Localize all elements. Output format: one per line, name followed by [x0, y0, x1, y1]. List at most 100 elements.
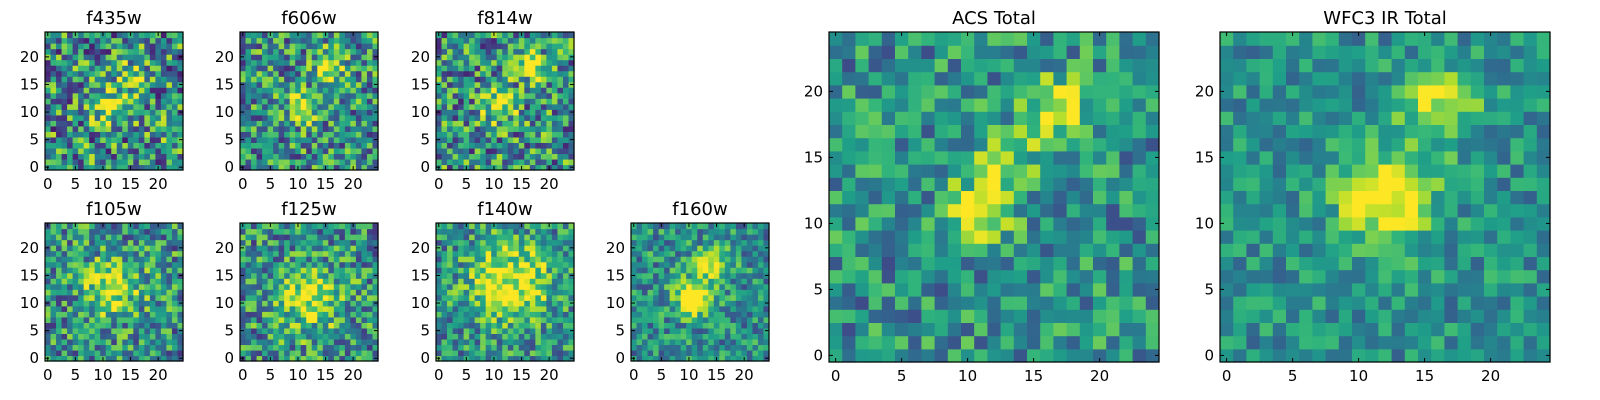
heatmap-cell: [61, 239, 68, 246]
heatmap-cell: [452, 70, 459, 77]
heatmap-cell: [105, 131, 112, 138]
heatmap-cell: [149, 338, 156, 346]
heatmap-cell: [322, 125, 329, 132]
heatmap-cell: [256, 59, 263, 66]
heatmap-cell: [317, 125, 324, 132]
heatmap-cell: [513, 250, 520, 257]
heatmap-cell: [344, 327, 351, 334]
heatmap-cell: [333, 158, 340, 166]
heatmap-cell: [72, 283, 79, 290]
heatmap-cell: [306, 158, 313, 166]
heatmap-cell: [240, 76, 247, 83]
heatmap-cell: [83, 70, 90, 77]
x-tick-label: 10: [93, 175, 112, 193]
heatmap-cell: [441, 228, 448, 235]
heatmap-cell: [513, 278, 520, 285]
heatmap-cell: [551, 289, 559, 296]
heatmap-cell: [149, 37, 156, 44]
heatmap-cell: [361, 92, 368, 99]
heatmap-cell: [78, 70, 85, 77]
heatmap-cell: [366, 344, 374, 351]
heatmap-cell: [111, 294, 118, 301]
heatmap-cell: [61, 256, 68, 263]
heatmap-cell: [56, 344, 63, 351]
heatmap-cell: [267, 54, 274, 61]
heatmap-cell: [669, 355, 676, 362]
heatmap-cell: [518, 131, 525, 138]
heatmap-cell: [1000, 256, 1015, 271]
heatmap-cell: [735, 228, 742, 235]
heatmap-cell: [83, 327, 90, 334]
heatmap-cell: [61, 48, 68, 55]
heatmap-cell: [177, 153, 184, 160]
heatmap-cell: [61, 164, 68, 171]
heatmap-cell: [50, 59, 57, 66]
heatmap-cell: [441, 125, 448, 132]
heatmap-cell: [361, 267, 368, 274]
heatmap-cell: [730, 272, 737, 279]
heatmap-cell: [171, 136, 179, 143]
heatmap-cell: [262, 256, 269, 263]
heatmap-cell: [675, 338, 682, 346]
heatmap-cell: [61, 305, 68, 312]
heatmap-cell: [122, 81, 129, 88]
heatmap-cell: [267, 92, 274, 99]
heatmap-cell: [664, 228, 671, 235]
heatmap-cell: [56, 59, 63, 66]
heatmap-cell: [72, 87, 79, 94]
heatmap-cell: [273, 261, 280, 268]
heatmap-cell: [67, 114, 74, 121]
heatmap-cell: [502, 234, 509, 241]
heatmap-cell: [452, 349, 459, 357]
heatmap-cell: [1053, 335, 1068, 350]
heatmap-cell: [289, 327, 296, 334]
heatmap-cell: [262, 54, 269, 61]
heatmap-cell: [94, 261, 101, 268]
heatmap-cell: [133, 344, 140, 351]
heatmap-cell: [284, 234, 291, 241]
heatmap-cell: [366, 272, 374, 279]
heatmap-cell: [94, 234, 101, 241]
heatmap-cell: [328, 355, 335, 362]
heatmap-cell: [535, 164, 542, 171]
heatmap-cell: [171, 87, 179, 94]
heatmap-cell: [122, 278, 129, 285]
heatmap-cell: [961, 230, 975, 244]
heatmap-cell: [441, 158, 448, 166]
heatmap-cell: [746, 294, 754, 301]
heatmap-cell: [160, 164, 168, 171]
heatmap-cell: [752, 272, 759, 279]
heatmap-cell: [1106, 296, 1120, 310]
heatmap-cell: [702, 322, 709, 329]
heatmap-cell: [138, 164, 145, 171]
heatmap-cell: [474, 349, 481, 357]
heatmap-cell: [546, 131, 553, 138]
heatmap-cell: [355, 338, 363, 346]
heatmap-cell: [507, 131, 514, 138]
heatmap-cell: [328, 103, 335, 110]
heatmap-cell: [45, 283, 52, 290]
heatmap-cell: [702, 333, 709, 340]
heatmap-cell: [56, 245, 63, 252]
heatmap-cell: [138, 355, 145, 362]
y-tick-label: 10: [215, 294, 234, 312]
heatmap-cell: [724, 300, 731, 307]
heatmap-cell: [513, 283, 520, 290]
heatmap-cell: [262, 43, 269, 50]
heatmap-cell: [366, 228, 374, 235]
heatmap-cell: [344, 234, 351, 241]
heatmap-cell: [546, 344, 553, 351]
heatmap-cell: [300, 349, 307, 357]
heatmap-cell: [67, 256, 74, 263]
heatmap-cell: [311, 256, 318, 263]
heatmap-cell: [568, 289, 575, 296]
heatmap-cell: [361, 283, 368, 290]
heatmap-cell: [735, 250, 742, 257]
heatmap-cell: [328, 48, 335, 55]
heatmap-cell: [295, 316, 302, 323]
heatmap-cell: [697, 344, 704, 351]
heatmap-cell: [311, 327, 318, 334]
heatmap-cell: [480, 261, 487, 268]
heatmap-cell: [105, 109, 112, 116]
heatmap-cell: [116, 267, 123, 274]
